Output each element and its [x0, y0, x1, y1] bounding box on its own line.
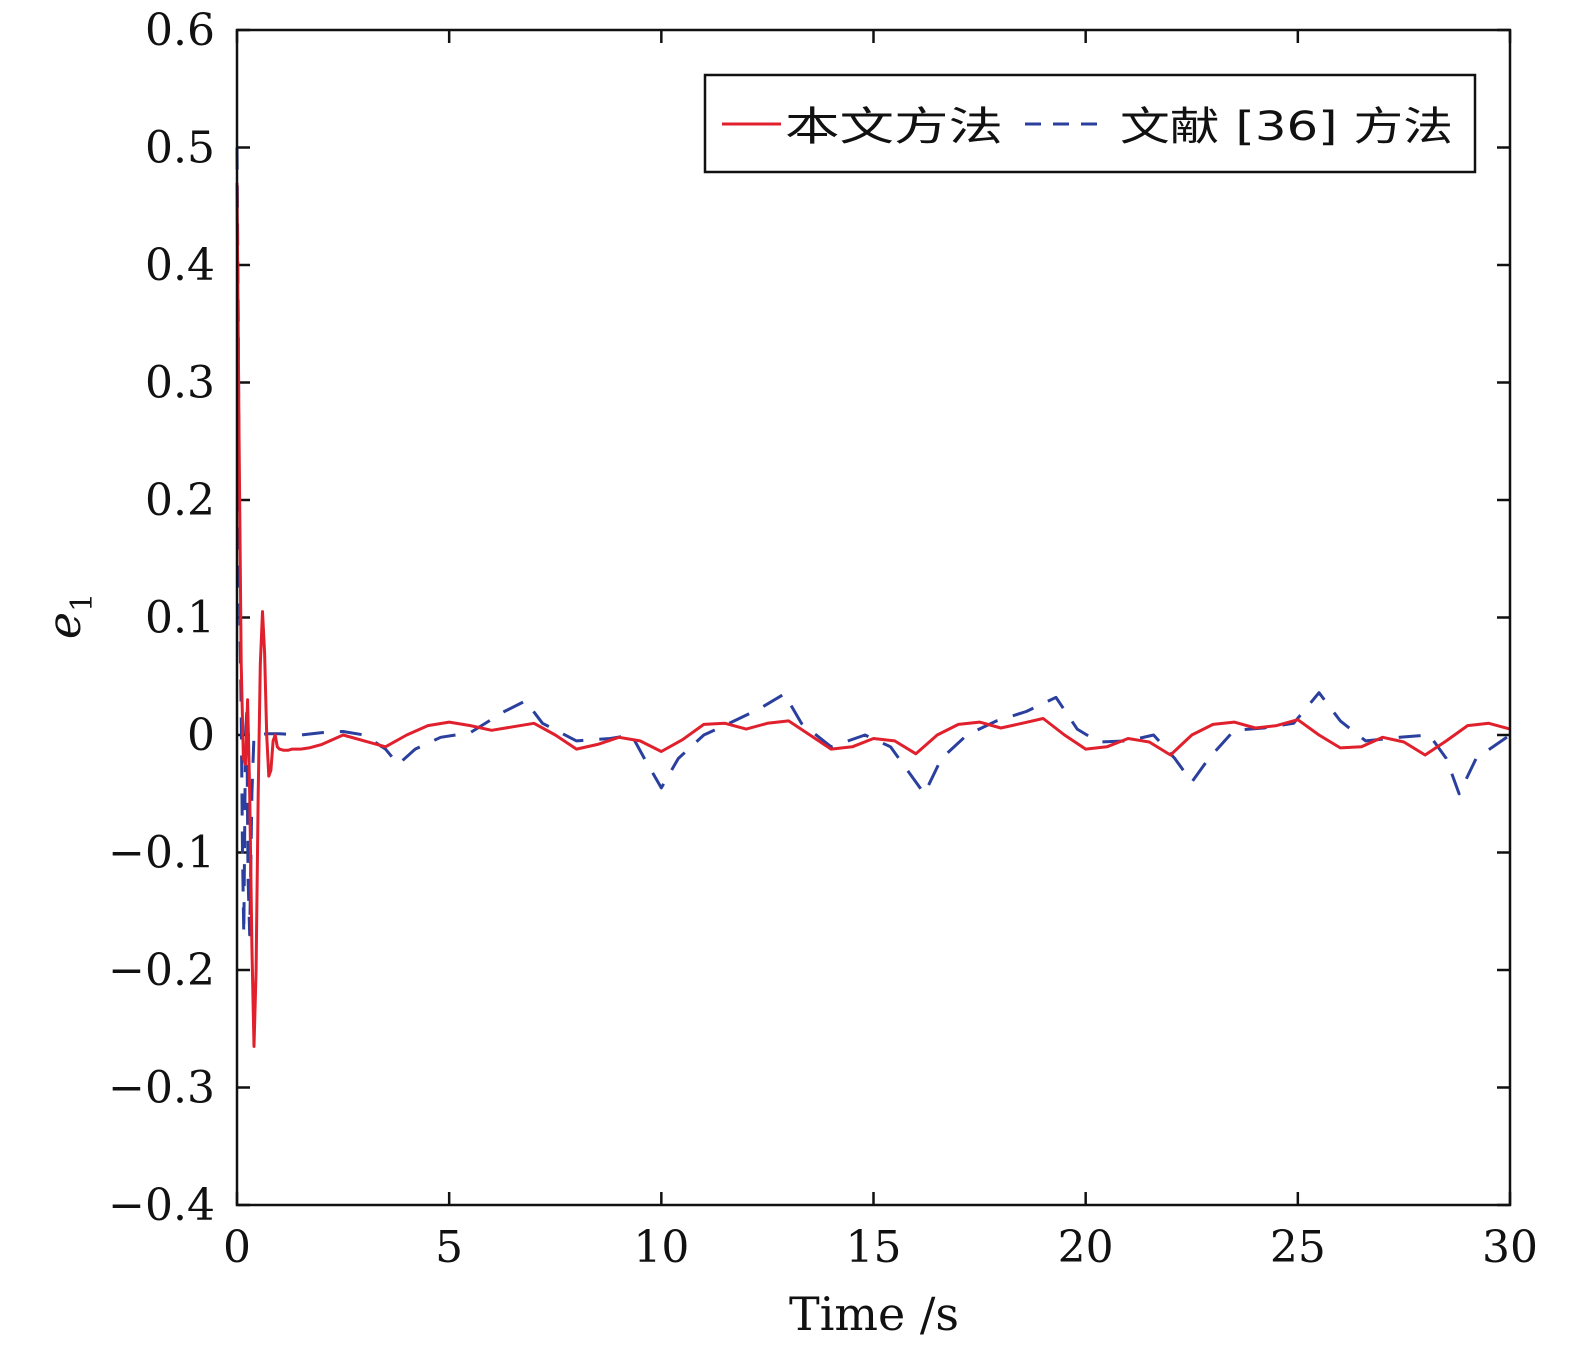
y-tick-label: 0.5	[145, 123, 215, 174]
y-axis-title-main: e	[37, 612, 91, 639]
series-layer	[235, 147, 1511, 1048]
y-tick-label: 0.6	[145, 5, 215, 56]
y-axis-ticks: −0.4 −0.3 −0.2 −0.1 0 0.1 0.2 0.3 0.4 0.5 0.6	[108, 5, 1510, 1231]
y-tick-label: 0.4	[145, 240, 215, 291]
y-tick-label: 0	[187, 710, 215, 761]
x-tick-label: 0	[223, 1222, 251, 1273]
series-line-1	[235, 182, 1511, 1048]
x-tick-label: 10	[633, 1222, 689, 1273]
y-tick-label: −0.2	[108, 945, 215, 996]
y-tick-label: −0.3	[108, 1063, 215, 1114]
y-tick-label: 0.2	[145, 475, 215, 526]
legend-label-series-2: 文献 [36] 方法	[1120, 104, 1453, 150]
svg-text:e1: e1	[37, 593, 100, 639]
x-tick-label: 15	[846, 1222, 902, 1273]
x-tick-label: 25	[1270, 1222, 1326, 1273]
y-tick-label: −0.1	[108, 828, 215, 879]
x-tick-label: 30	[1482, 1222, 1538, 1273]
legend-label-series-1: 本文方法	[785, 104, 1003, 150]
x-axis-title: Time /s	[789, 1287, 959, 1341]
x-tick-label: 5	[435, 1222, 463, 1273]
y-tick-label: 0.1	[145, 593, 215, 644]
series-line-2	[235, 147, 1511, 937]
y-tick-label: 0.3	[145, 358, 215, 409]
x-tick-label: 20	[1058, 1222, 1114, 1273]
plot-frame	[235, 28, 1512, 1207]
y-axis-title-subscript: 1	[65, 593, 100, 612]
x-axis-ticks: 0 5 10 15 20 25 30	[223, 30, 1538, 1273]
legend: 本文方法 文献 [36] 方法	[703, 73, 1477, 174]
y-axis-title: e1	[37, 593, 100, 639]
y-tick-label: −0.4	[108, 1180, 215, 1231]
